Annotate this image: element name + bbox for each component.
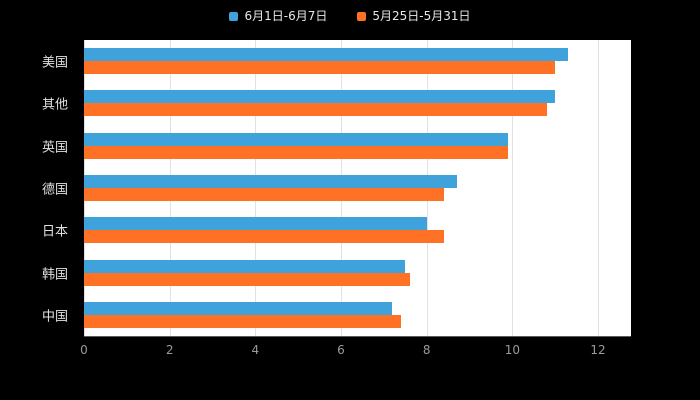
x-axis-tick-4: 4: [251, 343, 260, 357]
y-axis-label-日本: 日本: [41, 224, 68, 240]
legend-marker-orange-icon: [357, 11, 367, 21]
y-axis-label-德国: 德国: [41, 182, 68, 198]
bar-series2-中国: [84, 314, 401, 328]
legend-item-series1[interactable]: 6月1日-6月7日: [229, 10, 327, 22]
legend-label-series2: 5月25日-5月31日: [372, 9, 471, 23]
legend-label-series1: 6月1日-6月7日: [244, 9, 328, 23]
bar-series2-德国: [84, 188, 444, 201]
gridline: [512, 40, 514, 336]
legend-marker-blue-icon: [229, 11, 239, 21]
bar-series1-中国: [84, 301, 393, 315]
bar-series1-韩国: [84, 259, 406, 273]
legend-item-series2[interactable]: 5月25日-5月31日: [357, 9, 471, 23]
plot-area: [84, 40, 631, 337]
bar-series2-韩国: [84, 272, 410, 286]
bar-series2-其他: [84, 103, 547, 117]
x-axis-tick-8: 8: [422, 343, 431, 357]
bar-series1-日本: [84, 217, 427, 231]
x-axis-tick-12: 12: [590, 343, 606, 357]
x-axis-tick-0: 0: [80, 343, 88, 357]
bar-series1-美国: [84, 48, 569, 62]
bar-series2-英国: [84, 145, 509, 159]
x-axis-tick-2: 2: [165, 343, 174, 357]
bar-series1-其他: [84, 90, 556, 104]
x-axis-tick-10: 10: [504, 343, 520, 357]
y-axis-label-其他: 其他: [41, 97, 68, 113]
y-axis-label-韩国: 韩国: [41, 267, 68, 283]
y-axis-labels: 美国其他英国德国日本韩国中国: [0, 40, 76, 336]
x-axis-tick-6: 6: [337, 343, 345, 357]
y-axis-label-美国: 美国: [41, 55, 68, 71]
legend: 6月1日-6月7日 5月25日-5月31日: [0, 6, 700, 26]
gridline: [598, 40, 599, 336]
bar-series1-英国: [84, 132, 509, 146]
bar-series1-德国: [84, 175, 457, 188]
y-axis-label-中国: 中国: [41, 309, 68, 325]
bar-series2-美国: [84, 61, 556, 75]
bar-series2-日本: [84, 230, 444, 244]
x-axis-labels: 0 2 4 6 8 10 12: [80, 343, 631, 359]
y-axis-label-英国: 英国: [41, 140, 68, 156]
